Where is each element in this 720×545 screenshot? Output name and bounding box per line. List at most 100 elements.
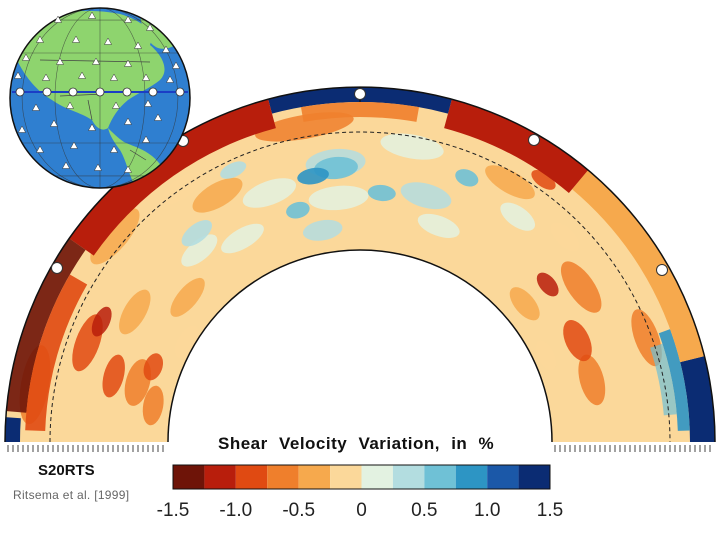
circle-marker-icon [175, 87, 185, 97]
triangle-station-icon [87, 11, 97, 19]
anomaly-patch [119, 289, 151, 335]
slow-anomaly [91, 306, 112, 337]
upper-mantle-band [572, 169, 706, 363]
colorbar-swatch [424, 465, 456, 489]
circle-marker-icon [51, 262, 63, 274]
triangle-station-icon [13, 71, 23, 79]
triangle-station-icon [77, 71, 87, 79]
fast-anomaly [297, 167, 329, 185]
colorbar-swatch [235, 465, 268, 489]
triangle-station-icon [69, 141, 79, 149]
triangle-station-icon [31, 103, 41, 111]
colorbar-swatch [518, 465, 550, 489]
anomaly-patch [302, 219, 343, 241]
colorbar-swatch [173, 465, 205, 489]
triangle-station-icon [161, 45, 171, 53]
fast-anomaly [181, 220, 213, 247]
anomaly-patch [500, 202, 536, 231]
colorbar-tick-label: -0.5 [282, 500, 316, 521]
triangle-station-icon [91, 57, 101, 65]
circle-marker-icon [354, 88, 366, 100]
circle-marker-icon [42, 87, 52, 97]
slow-anomaly [531, 170, 556, 190]
anomaly-patch [181, 234, 218, 267]
triangle-station-icon [49, 119, 59, 127]
slow-anomaly [563, 320, 592, 362]
globe-inset-icon [9, 7, 191, 189]
circle-marker-icon [122, 87, 132, 97]
triangle-station-icon [61, 161, 71, 169]
triangle-station-icon [123, 117, 133, 125]
triangle-station-icon [123, 165, 133, 173]
colorbar-swatch [330, 465, 362, 489]
fast-anomaly [455, 169, 479, 187]
triangle-station-icon [153, 113, 163, 121]
circle-marker-icon [528, 134, 540, 146]
colorbar-tick-label: -1.0 [219, 500, 253, 521]
triangle-station-icon [103, 37, 113, 45]
colorbar-swatch [392, 465, 425, 489]
anomaly-patch [485, 165, 535, 200]
colorbar-swatch [267, 465, 299, 489]
anomaly-patch [550, 222, 580, 252]
anomaly-patch [242, 178, 297, 208]
circle-marker-icon [148, 87, 158, 97]
anomaly-patch [142, 385, 164, 426]
triangle-station-icon [143, 99, 153, 107]
anomaly-patch [170, 277, 205, 317]
triangle-station-icon [145, 23, 155, 31]
triangle-station-icon [87, 123, 97, 131]
surface-band [300, 102, 420, 122]
north-america-landmass [15, 10, 165, 130]
anomaly-patch [174, 325, 199, 359]
core-mantle-boundary [167, 249, 553, 443]
circle-marker-icon [68, 87, 78, 97]
ridge-slow-band [444, 98, 589, 194]
citation-label: Ritsema et al. [1999] [13, 488, 130, 502]
anomaly-patch [308, 185, 369, 211]
colorbar-swatch [361, 465, 393, 489]
triangle-station-icon [123, 15, 133, 23]
triangle-station-icon [35, 145, 45, 153]
anomaly-patch [535, 340, 556, 371]
colorbar-swatch [487, 465, 519, 489]
lithosphere-fast-band [658, 329, 690, 431]
triangle-station-icon [109, 145, 119, 153]
triangle-station-icon [109, 73, 119, 81]
triangle-station-icon [141, 73, 151, 81]
lithosphere-fast-band [680, 355, 715, 442]
triangle-station-icon [17, 125, 27, 133]
triangle-station-icon [35, 35, 45, 43]
triangle-station-icon [55, 57, 65, 65]
edge-fast-band [5, 417, 21, 442]
circle-marker-icon [95, 87, 105, 97]
fast-anomaly [286, 201, 310, 219]
slow-anomaly [536, 272, 559, 297]
colorbar-title: Shear Velocity Variation, in % [218, 434, 495, 453]
colorbar-swatch [455, 465, 488, 489]
colorbar [172, 464, 551, 490]
slow-anomaly [143, 353, 164, 381]
fast-anomaly [367, 184, 396, 202]
triangle-station-icon [165, 75, 175, 83]
triangle-station-icon [65, 101, 75, 109]
ridge-slow-band [68, 98, 276, 256]
triangle-station-icon [123, 59, 133, 67]
anomaly-patch [560, 261, 602, 313]
anomaly-patch [192, 177, 243, 213]
triangle-station-icon [53, 15, 63, 23]
colorbar-swatch [298, 465, 331, 489]
triangle-station-icon [171, 61, 181, 69]
colorbar-tick-label: 1.0 [473, 500, 501, 521]
anomaly-patch [400, 182, 452, 210]
colorbar-tick-label: 1.5 [536, 500, 564, 521]
circle-marker-icon [15, 87, 25, 97]
triangle-station-icon [93, 163, 103, 171]
anomaly-patch [417, 213, 460, 238]
triangle-station-icon [71, 35, 81, 43]
fast-anomaly [220, 161, 247, 179]
anomaly-patch [255, 112, 354, 142]
triangle-station-icon [133, 41, 143, 49]
